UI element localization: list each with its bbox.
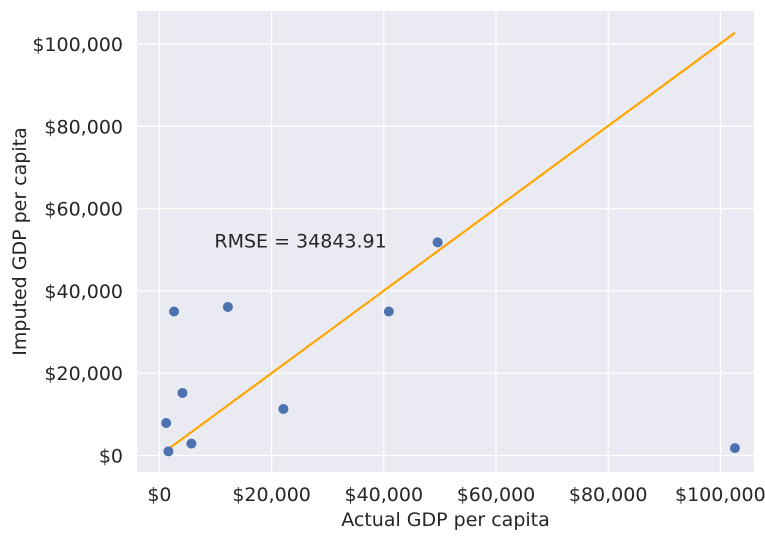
x-tick-labels: $0 $20,000 $40,000 $60,000 $80,000 $100,000 bbox=[147, 484, 765, 506]
fit-line bbox=[165, 31, 736, 452]
y-tick-label: $0 bbox=[99, 446, 123, 468]
x-tick-label: $80,000 bbox=[569, 484, 648, 506]
x-tick-label: $60,000 bbox=[457, 484, 536, 506]
grid-lines bbox=[137, 11, 754, 472]
data-point bbox=[278, 404, 289, 415]
data-point bbox=[161, 418, 172, 429]
y-axis-label: Imputed GDP per capita bbox=[9, 127, 31, 355]
x-tick-label: $100,000 bbox=[675, 484, 765, 506]
data-point bbox=[729, 443, 740, 454]
y-tick-label: $20,000 bbox=[44, 363, 123, 385]
x-tick-label: $20,000 bbox=[232, 484, 311, 506]
fit-line-group bbox=[165, 31, 736, 452]
rmse-annotation: RMSE = 34843.91 bbox=[214, 231, 386, 253]
data-point bbox=[432, 237, 443, 248]
data-points bbox=[161, 237, 740, 457]
y-tick-label: $40,000 bbox=[44, 281, 123, 303]
y-tick-label: $80,000 bbox=[44, 116, 123, 138]
x-tick-label: $40,000 bbox=[345, 484, 424, 506]
data-point bbox=[383, 306, 394, 317]
data-point bbox=[169, 306, 180, 317]
data-point bbox=[186, 438, 197, 449]
data-point bbox=[222, 301, 233, 312]
data-point bbox=[177, 387, 188, 398]
data-point bbox=[163, 446, 174, 457]
x-axis-label: Actual GDP per capita bbox=[341, 509, 550, 531]
y-tick-label: $100,000 bbox=[32, 34, 123, 56]
y-tick-label: $60,000 bbox=[44, 199, 123, 221]
y-tick-labels: $0 $20,000 $40,000 $60,000 $80,000 $100,000 bbox=[32, 34, 123, 468]
x-tick-label: $0 bbox=[147, 484, 171, 506]
